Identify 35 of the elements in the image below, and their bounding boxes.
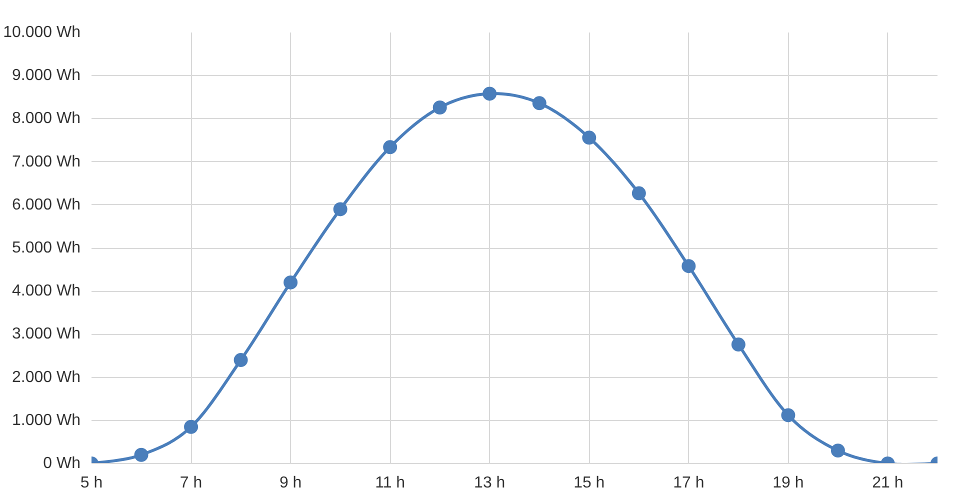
point <box>781 408 796 422</box>
x-tick-label: 19 h <box>772 474 804 492</box>
y-tick-label: 9.000 Wh <box>12 67 80 84</box>
x-tick-label: 11 h <box>375 474 406 492</box>
point <box>682 259 696 274</box>
y-tick-label: 8.000 Wh <box>12 110 80 128</box>
point <box>830 444 845 458</box>
point <box>184 420 198 434</box>
x-tick-label: 15 h <box>574 474 605 492</box>
y-tick-label: 10.000 Wh <box>3 24 81 41</box>
point <box>432 100 447 114</box>
x-tick-label: 5 h <box>80 474 103 492</box>
point <box>284 275 298 290</box>
x-tick-label: 9 h <box>279 474 302 492</box>
y-tick-label: 4.000 Wh <box>12 282 80 300</box>
point <box>632 186 646 200</box>
y-tick-label: 0 Wh <box>43 455 80 472</box>
x-tick-label: 21 h <box>872 474 904 492</box>
point <box>383 140 398 154</box>
point <box>731 338 746 352</box>
y-tick-label: 1.000 Wh <box>12 412 80 429</box>
y-tick-label: 7.000 Wh <box>12 153 80 170</box>
x-tick-label: 17 h <box>673 474 704 492</box>
y-tick-label: 6.000 Wh <box>12 196 80 214</box>
point <box>333 202 348 216</box>
y-tick-label: 3.000 Wh <box>12 326 80 343</box>
point <box>134 448 148 462</box>
y-tick-label: 2.000 Wh <box>12 368 80 386</box>
point <box>482 86 497 101</box>
x-tick-label: 13 h <box>474 474 506 492</box>
point <box>582 130 596 145</box>
y-tick-label: 5.000 Wh <box>12 240 80 256</box>
x-tick-label: 7 h <box>180 474 202 492</box>
point <box>234 353 248 368</box>
point <box>532 96 546 110</box>
